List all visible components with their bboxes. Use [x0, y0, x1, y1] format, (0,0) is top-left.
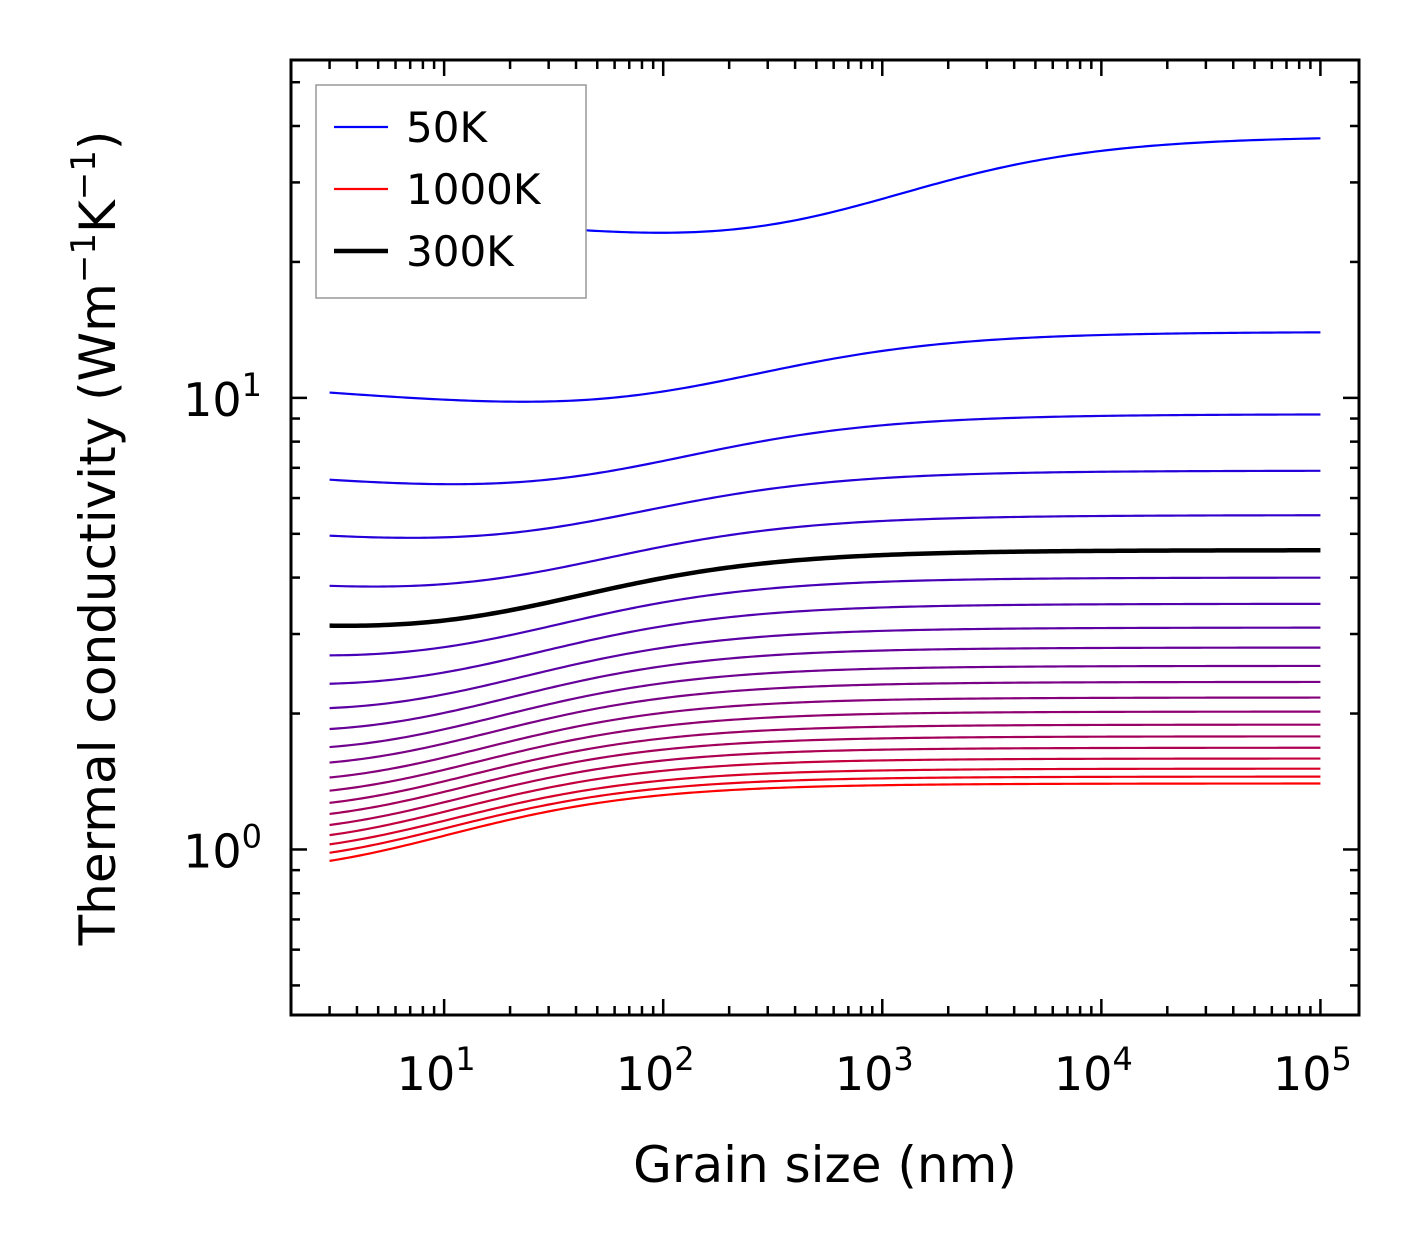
series-line-600K — [329, 680, 1321, 764]
legend-label-50K: 50K — [406, 103, 488, 152]
legend: 50K 1000K 300K — [315, 84, 587, 299]
x-tick-label: 104 — [1054, 1040, 1133, 1101]
legend-entries: 50K 1000K 300K — [334, 103, 542, 276]
x-tick-label: 102 — [616, 1040, 695, 1101]
series-layer — [329, 137, 1321, 862]
x-tick-labels: 101 102 103 104 105 — [397, 1040, 1352, 1101]
y-tick-label: 100 — [183, 817, 262, 878]
series-line-500K — [329, 646, 1321, 731]
y-tick-label: 101 — [183, 366, 262, 427]
x-tick-label: 101 — [397, 1040, 476, 1101]
series-line-200K — [329, 469, 1321, 539]
legend-label-300K: 300K — [406, 227, 515, 276]
series-line-250K — [329, 514, 1321, 588]
series-line-800K — [329, 735, 1321, 816]
series-line-400K — [329, 602, 1321, 685]
series-line-850K — [329, 746, 1321, 827]
legend-frame — [315, 84, 587, 299]
series-line-950K — [329, 767, 1321, 846]
y-tick-labels: 100 101 — [183, 366, 262, 879]
series-line-300K — [329, 548, 1321, 629]
y-axis-title: Thermal conductivity (Wm−1K−1) — [64, 131, 127, 947]
x-tick-label: 103 — [835, 1040, 914, 1101]
plot-frame — [289, 58, 1361, 1017]
series-line-1000K — [329, 782, 1321, 862]
series-line-975K — [329, 775, 1321, 854]
series-line-650K — [329, 696, 1321, 779]
series-line-750K — [329, 723, 1321, 804]
series-line-900K — [329, 757, 1321, 837]
series-line-550K — [329, 664, 1321, 749]
series-line-700K — [329, 710, 1321, 792]
series-line-350K — [329, 576, 1321, 657]
x-tick-label: 105 — [1273, 1040, 1352, 1101]
series-line-150K — [329, 413, 1321, 486]
series-line-450K — [329, 626, 1321, 710]
series-line-100K — [329, 331, 1321, 403]
x-axis-title: Grain size (nm) — [633, 1136, 1017, 1194]
legend-label-1000K: 1000K — [406, 165, 542, 214]
